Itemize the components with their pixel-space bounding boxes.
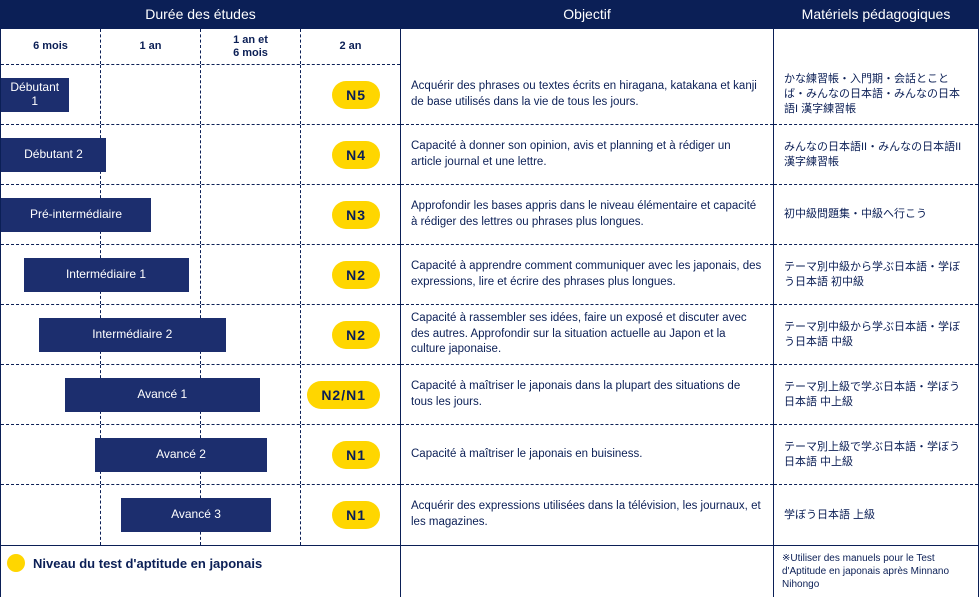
header-duration: Durée des études	[1, 0, 400, 29]
materials-cell: かな練習帳・入門期・会話とことば・みんなの日本語・みんなの日本語I 漢字練習帳	[774, 65, 978, 125]
objective-cell: Capacité à apprendre comment communiquer…	[401, 245, 773, 305]
materials-cell: テーマ別上級で学ぶ日本語・学ぼう日本語 中上級	[774, 425, 978, 485]
legend-dot-icon	[7, 554, 25, 572]
header-materials: Matériels pédagogiques	[774, 0, 978, 29]
jlpt-badge: N5	[332, 81, 380, 109]
time-axis-tick: 1 an	[101, 29, 201, 64]
jlpt-badge: N1	[332, 501, 380, 529]
time-axis-tick: 6 mois	[1, 29, 101, 64]
level-bar: Débutant 2	[1, 138, 106, 172]
level-bar: Intermédiaire 1	[24, 258, 189, 292]
objective-cell: Acquérir des expressions utilisées dans …	[401, 485, 773, 545]
chart-row: Intermédiaire 1 N2	[1, 245, 400, 305]
chart-row: Avancé 1 N2/N1	[1, 365, 400, 425]
chart-row: Débutant 2 N4	[1, 125, 400, 185]
level-bar: Avancé 2	[95, 438, 268, 472]
chart-row: Avancé 2 N1	[1, 425, 400, 485]
legend-label: Niveau du test d'aptitude en japonais	[33, 556, 262, 571]
level-bar: Avancé 1	[65, 378, 260, 412]
jlpt-badge: N2	[332, 321, 380, 349]
materials-cell: テーマ別上級で学ぶ日本語・学ぼう日本語 中上級	[774, 365, 978, 425]
materials-cell: 初中級問題集・中級へ行こう	[774, 185, 978, 245]
level-bar: Intermédiaire 2	[39, 318, 227, 352]
level-bar: Débutant 1	[1, 78, 69, 112]
objective-cell: Capacité à maîtriser le japonais dans la…	[401, 365, 773, 425]
objective-cell: Acquérir des phrases ou textes écrits en…	[401, 65, 773, 125]
objective-cell: Capacité à maîtriser le japonais en buis…	[401, 425, 773, 485]
jlpt-badge: N2	[332, 261, 380, 289]
materials-footnote: ※Utiliser des manuels pour le Test d'Apt…	[774, 546, 978, 597]
time-axis-tick: 1 an et6 mois	[201, 29, 301, 64]
time-axis: 6 mois1 an1 an et6 mois2 an	[1, 29, 400, 65]
jlpt-badge: N2/N1	[307, 381, 380, 409]
legend: Niveau du test d'aptitude en japonais	[1, 546, 400, 580]
materials-cell: みんなの日本語II・みんなの日本語II 漢字練習帳	[774, 125, 978, 185]
time-axis-tick: 2 an	[301, 29, 400, 64]
chart-row: Pré-intermédiaire N3	[1, 185, 400, 245]
column-materials: Matériels pédagogiques かな練習帳・入門期・会話とことば・…	[773, 0, 979, 597]
level-bar: Avancé 3	[121, 498, 271, 532]
column-duration: Durée des études 6 mois1 an1 an et6 mois…	[0, 0, 400, 597]
materials-cell: テーマ別中級から学ぶ日本語・学ぼう日本語 初中級	[774, 245, 978, 305]
jlpt-badge: N3	[332, 201, 380, 229]
chart-row: Débutant 1 N5	[1, 65, 400, 125]
column-objective: Objectif Acquérir des phrases ou textes …	[400, 0, 773, 597]
objective-cell: Capacité à rassembler ses idées, faire u…	[401, 305, 773, 365]
objective-cell: Capacité à donner son opinion, avis et p…	[401, 125, 773, 185]
jlpt-badge: N1	[332, 441, 380, 469]
header-objective: Objectif	[401, 0, 773, 29]
objective-cell: Approfondir les bases appris dans le niv…	[401, 185, 773, 245]
chart-row: Avancé 3 N1	[1, 485, 400, 545]
materials-cell: テーマ別中級から学ぶ日本語・学ぼう日本語 中級	[774, 305, 978, 365]
materials-cell: 学ぼう日本語 上級	[774, 485, 978, 545]
jlpt-badge: N4	[332, 141, 380, 169]
level-bar: Pré-intermédiaire	[1, 198, 151, 232]
chart-row: Intermédiaire 2 N2	[1, 305, 400, 365]
